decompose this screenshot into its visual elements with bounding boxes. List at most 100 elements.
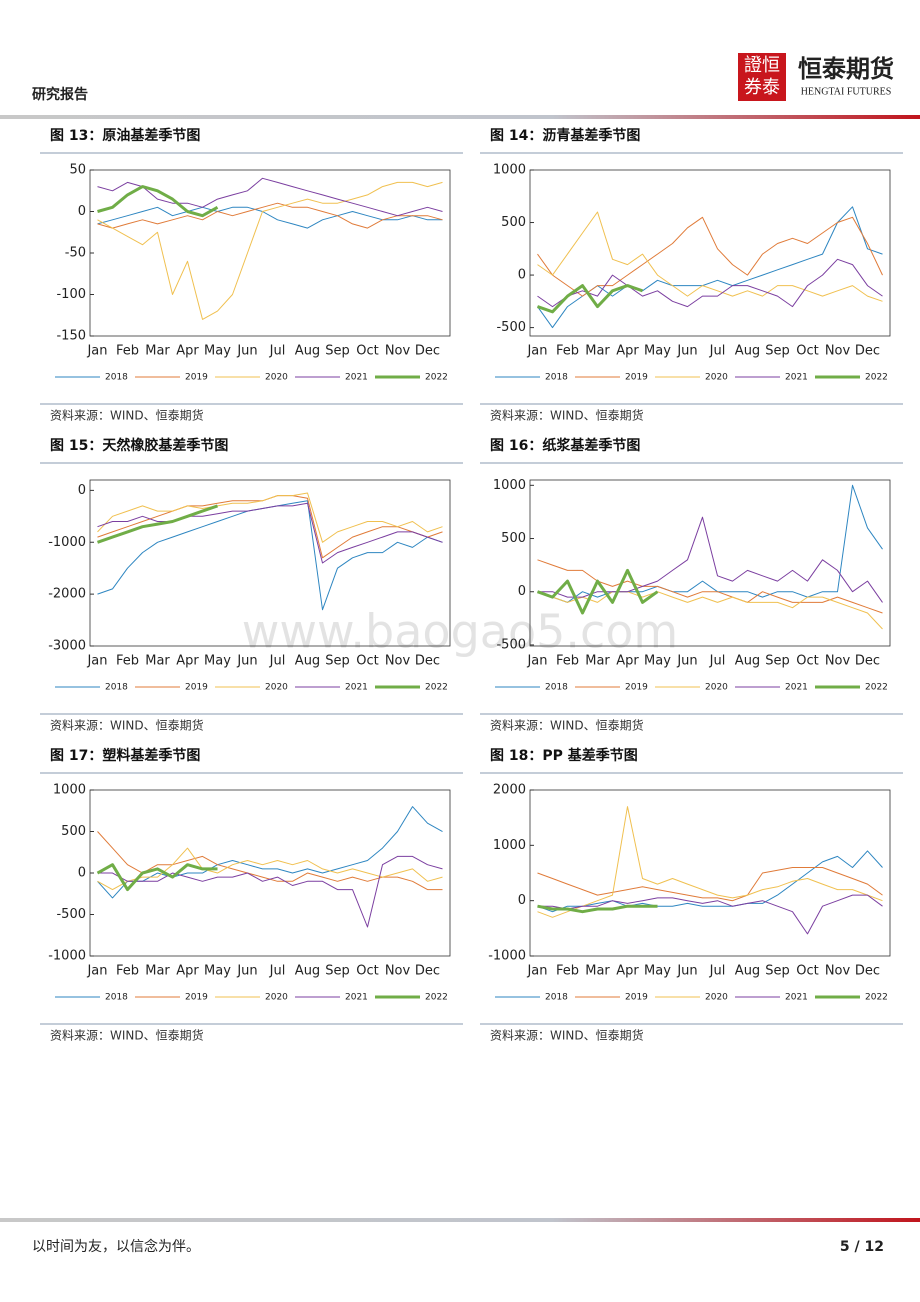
- series-line: [97, 806, 443, 899]
- x-tick-label: Aug: [735, 964, 760, 979]
- y-tick-label: 500: [501, 531, 526, 546]
- x-tick-label: Mar: [585, 344, 610, 359]
- x-tick-label: May: [204, 654, 231, 669]
- series-line: [537, 211, 883, 302]
- chart-title: 图 13：原油基差季节图: [50, 127, 200, 144]
- x-tick-label: May: [644, 344, 671, 359]
- legend-label: 2018: [545, 993, 568, 1003]
- legend-label: 2022: [425, 993, 448, 1003]
- x-tick-label: Oct: [356, 964, 378, 979]
- y-tick-label: 0: [518, 268, 526, 283]
- x-tick-label: Oct: [796, 344, 818, 359]
- series-line: [97, 492, 443, 543]
- x-tick-label: Dec: [855, 344, 880, 359]
- series-line: [97, 500, 443, 611]
- series-line: [96, 863, 218, 892]
- chart-source: 资料来源：WIND、恒泰期货: [50, 718, 204, 733]
- legend-label: 2021: [785, 373, 808, 383]
- x-tick-label: May: [204, 964, 231, 979]
- x-tick-label: Nov: [385, 344, 411, 359]
- x-tick-label: Jul: [709, 964, 726, 979]
- series-line: [537, 904, 658, 914]
- series-line: [537, 284, 643, 314]
- x-tick-label: Oct: [796, 964, 818, 979]
- y-tick-label: 500: [61, 824, 86, 839]
- y-tick-label: -3000: [48, 639, 86, 654]
- series-line: [537, 206, 883, 329]
- series-line: [97, 847, 443, 891]
- y-tick-label: 50: [69, 163, 86, 178]
- chart-title: 图 16：纸浆基差季节图: [490, 437, 640, 454]
- y-tick-label: 0: [78, 866, 86, 881]
- x-tick-label: Feb: [556, 964, 579, 979]
- x-tick-label: Nov: [825, 964, 851, 979]
- x-tick-label: Jul: [269, 344, 286, 359]
- x-tick-label: Sep: [765, 344, 790, 359]
- chart-source: 资料来源：WIND、恒泰期货: [50, 408, 204, 423]
- y-tick-label: -1000: [488, 949, 526, 964]
- x-tick-label: Aug: [735, 654, 760, 669]
- chart-title: 图 18：PP 基差季节图: [490, 747, 638, 764]
- y-tick-label: -500: [496, 320, 526, 335]
- x-tick-label: Aug: [735, 344, 760, 359]
- y-tick-label: 1000: [53, 783, 86, 798]
- legend-label: 2021: [345, 993, 368, 1003]
- x-tick-label: Oct: [796, 654, 818, 669]
- series-line: [537, 806, 883, 918]
- header-rule: [0, 115, 920, 119]
- x-tick-label: Dec: [855, 964, 880, 979]
- plot-frame: [89, 169, 451, 337]
- series-line: [537, 516, 883, 603]
- x-tick-label: Sep: [325, 964, 350, 979]
- y-tick-label: -500: [496, 637, 526, 652]
- x-tick-label: Mar: [145, 964, 170, 979]
- series-line: [537, 894, 883, 935]
- page-number: 5 / 12: [840, 1239, 884, 1255]
- y-tick-label: 500: [501, 215, 526, 230]
- x-tick-label: Apr: [616, 964, 639, 979]
- x-tick-label: May: [644, 964, 671, 979]
- x-tick-label: Jul: [269, 654, 286, 669]
- chart-source: 资料来源：WIND、恒泰期货: [490, 718, 644, 733]
- legend-label: 2019: [185, 373, 208, 383]
- x-tick-label: Nov: [385, 964, 411, 979]
- y-tick-label: -1000: [48, 535, 86, 550]
- x-tick-label: Jun: [236, 654, 257, 669]
- y-tick-label: -100: [56, 287, 86, 302]
- x-tick-label: Jul: [709, 654, 726, 669]
- legend-label: 2022: [865, 373, 888, 383]
- x-tick-label: Sep: [765, 964, 790, 979]
- x-tick-label: Dec: [415, 344, 440, 359]
- legend-label: 2019: [185, 683, 208, 693]
- x-tick-label: Jul: [709, 344, 726, 359]
- x-tick-label: Jan: [526, 344, 547, 359]
- legend-label: 2020: [705, 373, 728, 383]
- plot-frame: [89, 479, 451, 647]
- x-tick-label: Dec: [855, 654, 880, 669]
- y-tick-label: -50: [65, 246, 86, 261]
- x-tick-label: Jun: [676, 344, 697, 359]
- x-tick-label: Mar: [585, 964, 610, 979]
- y-tick-label: -500: [56, 907, 86, 922]
- x-tick-label: Aug: [295, 654, 320, 669]
- series-line: [97, 185, 219, 218]
- legend-label: 2021: [345, 373, 368, 383]
- y-tick-label: 1000: [493, 163, 526, 178]
- x-tick-label: Sep: [325, 344, 350, 359]
- plot-frame: [529, 169, 891, 337]
- legend-label: 2020: [265, 683, 288, 693]
- logo-en: HENGTAI FUTURES: [801, 86, 892, 97]
- series-line: [97, 177, 443, 217]
- legend-label: 2021: [345, 683, 368, 693]
- series-line: [97, 855, 443, 928]
- logo-mark: [738, 53, 786, 101]
- y-tick-label: 2000: [493, 783, 526, 798]
- x-tick-label: Oct: [356, 344, 378, 359]
- x-tick-label: Jan: [526, 654, 547, 669]
- x-tick-label: Sep: [765, 654, 790, 669]
- legend-label: 2022: [425, 683, 448, 693]
- series-line: [537, 850, 883, 913]
- y-tick-label: -2000: [48, 587, 86, 602]
- series-line: [536, 568, 659, 615]
